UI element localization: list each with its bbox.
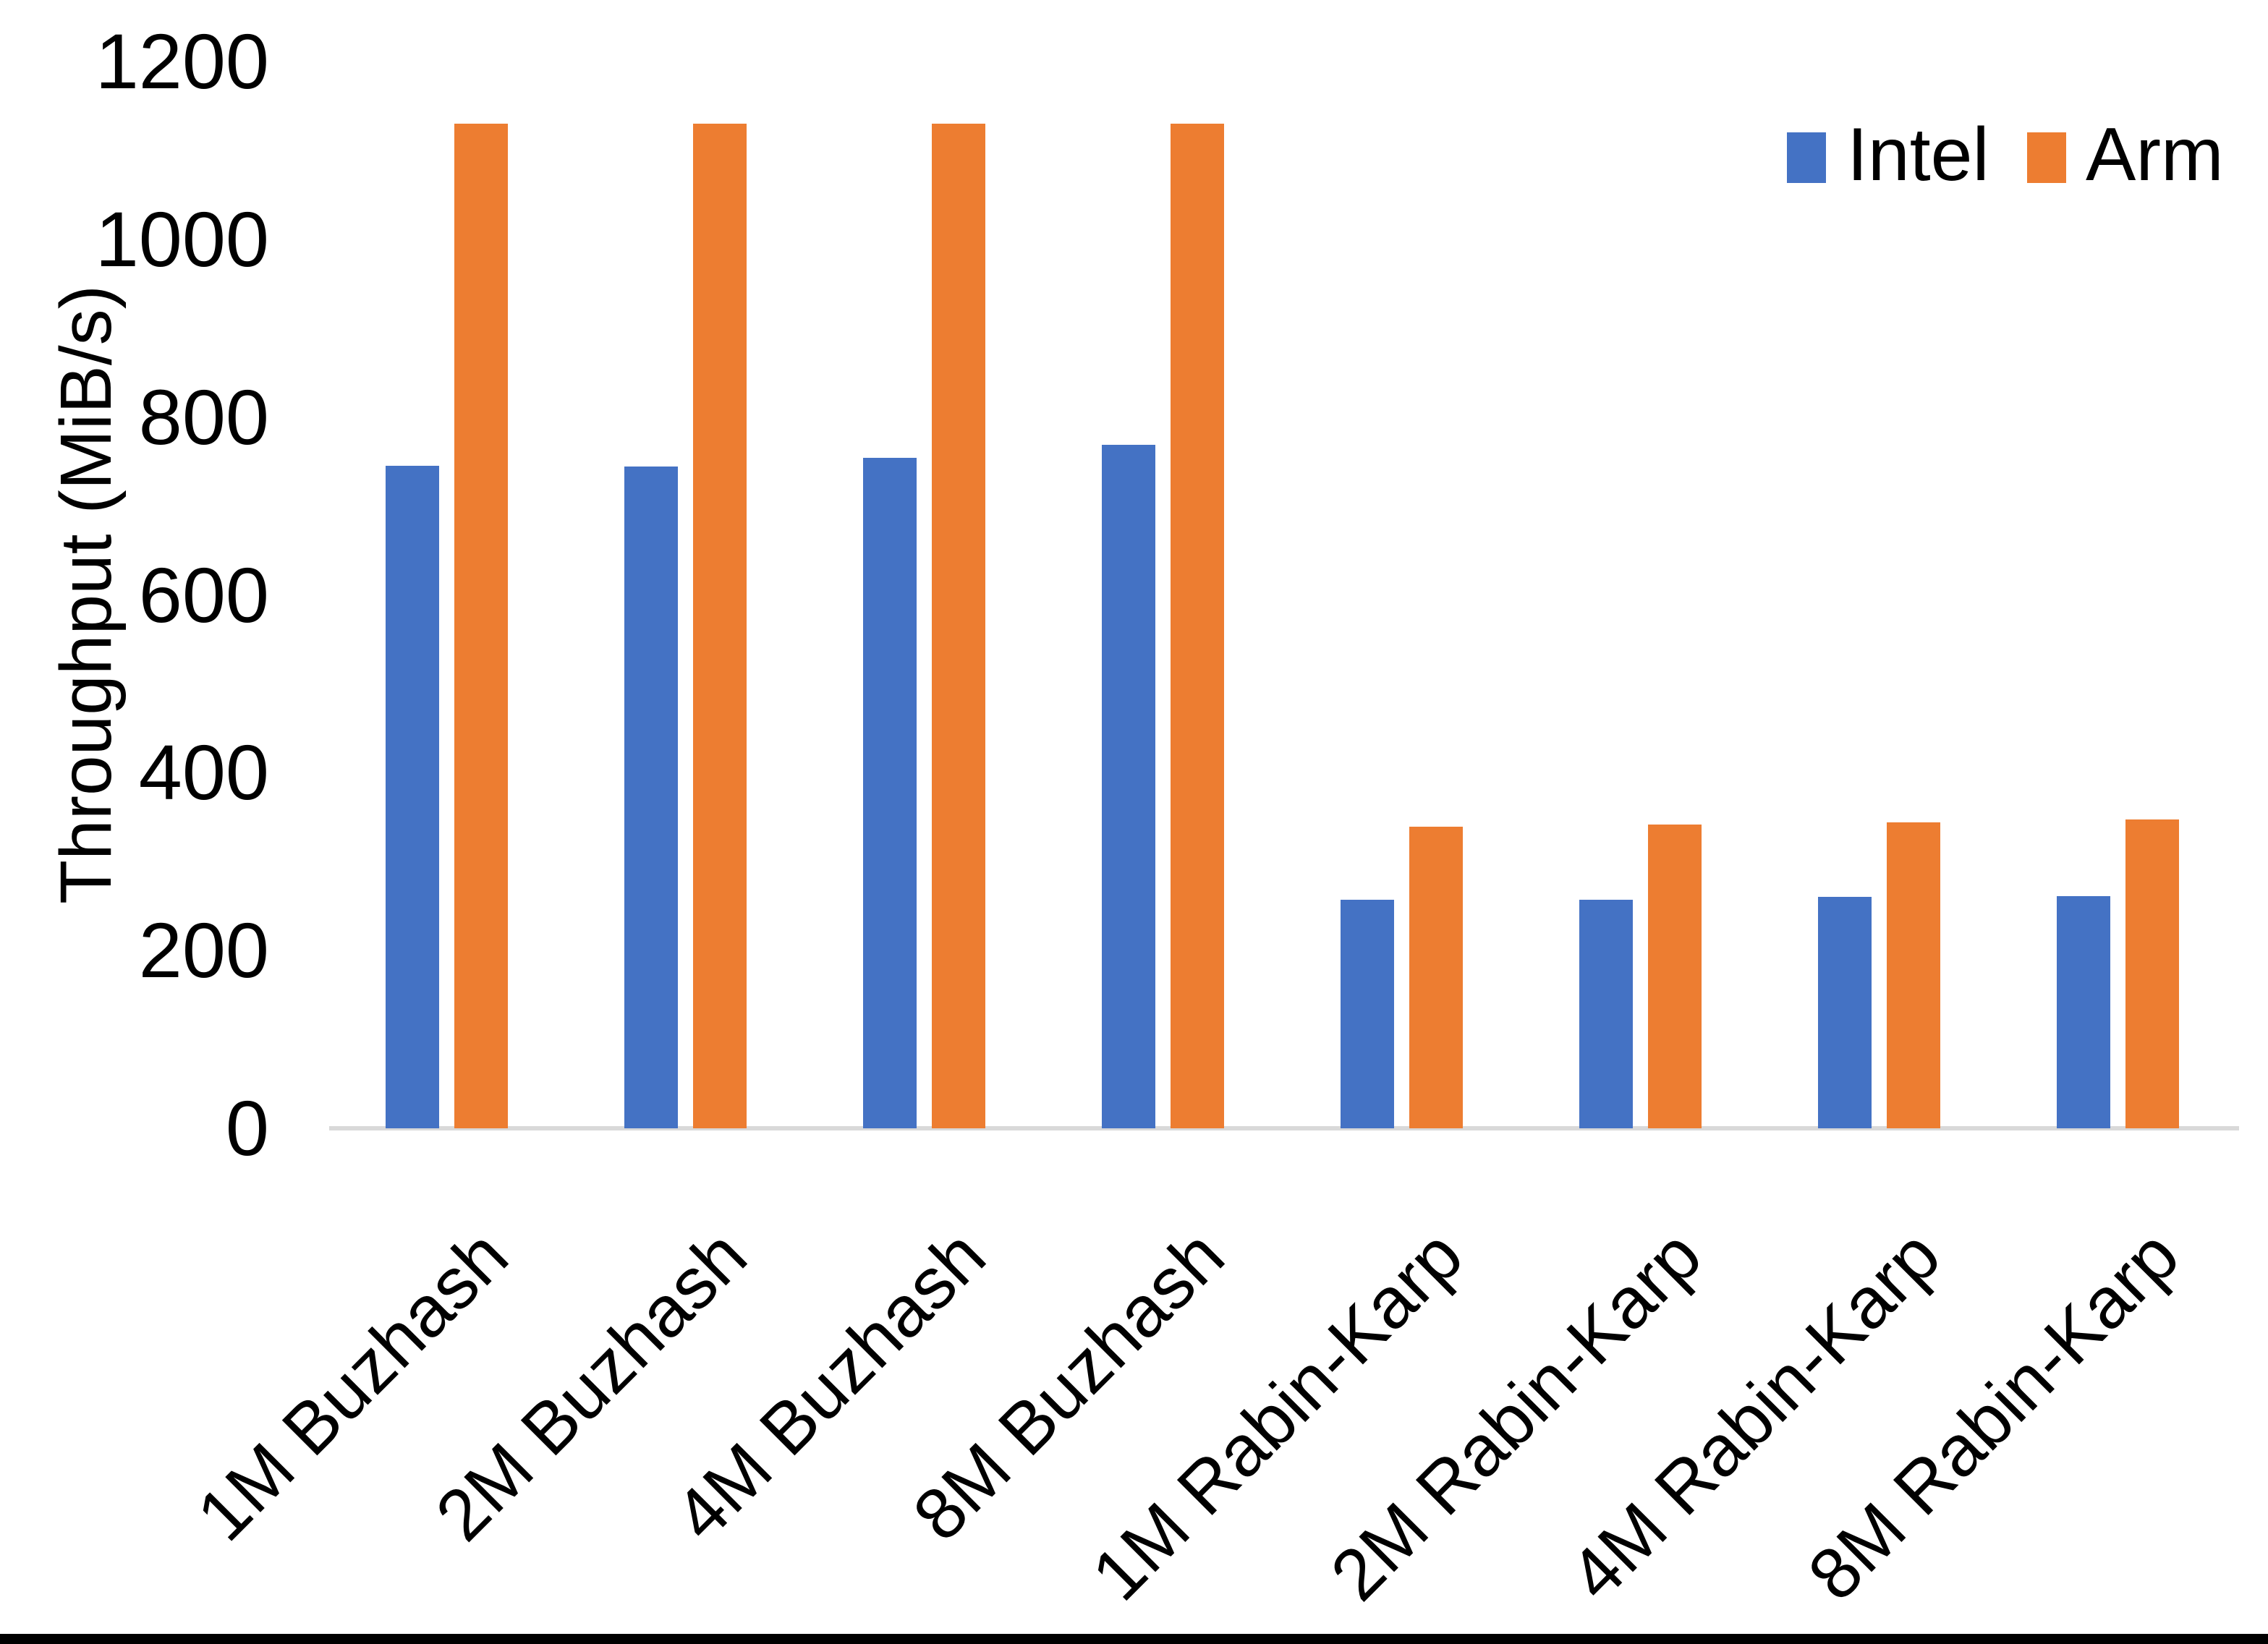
bar-intel-1 [624,467,678,1128]
bar-intel-5 [1579,900,1633,1128]
y-tick-label: 800 [138,372,269,461]
bottom-border [0,1634,2268,1644]
legend-swatch-intel [1787,132,1826,183]
y-tick-label: 600 [138,550,269,639]
bar-intel-4 [1341,900,1394,1128]
bar-intel-0 [386,466,439,1128]
bar-arm-3 [1171,124,1224,1128]
bar-arm-2 [932,124,985,1128]
y-tick-label: 0 [225,1084,269,1172]
legend-label-intel: Intel [1847,113,1989,197]
y-tick-label: 1000 [95,195,269,283]
y-tick-label: 200 [138,906,269,995]
bar-arm-0 [454,124,508,1128]
bar-intel-7 [2057,896,2110,1128]
bar-arm-6 [1887,822,1940,1128]
bar-intel-6 [1818,897,1872,1128]
bar-intel-2 [863,458,917,1128]
bar-arm-4 [1409,827,1463,1128]
y-axis-title: Throughput (MiB/s) [46,285,127,904]
legend-swatch-arm [2027,132,2066,183]
bar-arm-1 [693,124,747,1128]
legend-label-arm: Arm [2086,113,2224,197]
y-tick-label: 400 [138,728,269,817]
bar-arm-5 [1648,825,1702,1128]
y-tick-label: 1200 [95,17,269,105]
x-axis-line [329,1126,2239,1130]
bar-intel-3 [1102,445,1155,1128]
bar-arm-7 [2125,819,2179,1128]
